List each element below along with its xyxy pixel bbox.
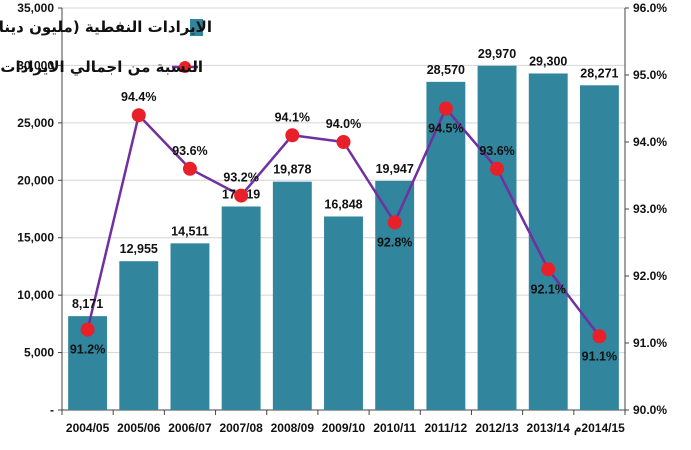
x-tick-label: 2007/08 [219,421,263,435]
legend-bar-swatch [190,19,203,36]
bar-data-label: 8,171 [72,297,103,311]
bar-data-label: 29,300 [529,54,567,68]
x-tick-label: 2013/14 [527,421,571,435]
bar-data-label: 12,955 [120,242,158,256]
right-tick-label: 93.0% [633,202,667,216]
bar-data-label: 14,511 [171,224,209,238]
bar [324,216,363,410]
line-marker [80,322,95,337]
left-tick-label: - [50,403,54,417]
left-tick-label: 20,000 [17,173,54,187]
legend-bar-label: الايرادات النفطية (مليون دينار) [0,18,212,36]
bar [272,181,312,410]
legend-line-label: النسبة من اجمالي الايرادات [0,58,203,76]
bar [477,65,517,411]
line-marker [387,215,402,230]
line-data-label: 93.6% [172,144,207,158]
line-marker [490,161,505,176]
bar-data-label: 28,570 [427,63,465,77]
line-marker [592,329,607,344]
bar-data-label: 19,947 [376,162,414,176]
line-data-label: 94.0% [326,117,361,131]
right-tick-label: 96.0% [633,1,667,15]
bar [375,180,415,410]
right-tick-label: 90.0% [633,403,667,417]
right-tick-label: 95.0% [633,68,667,82]
left-tick-label: 25,000 [17,116,54,130]
x-tick-label: 2009/10 [322,421,366,435]
x-tick-label: 2014/15م [574,421,625,436]
bar [119,261,159,410]
line-marker [541,262,556,277]
x-tick-label: 2004/05 [66,421,110,435]
x-tick-label: 2006/07 [168,421,212,435]
line-data-label: 92.8% [377,235,412,249]
legend-marker-swatch [179,61,191,73]
bar-data-label: 28,271 [580,66,618,80]
line-data-label: 92.1% [531,282,566,296]
bar [221,206,261,410]
right-tick-label: 94.0% [633,135,667,149]
line-marker [336,135,351,149]
line-data-label: 93.2% [223,171,258,185]
left-tick-label: 35,000 [17,1,54,15]
bar-data-label: 29,970 [478,47,516,61]
left-tick-label: 30,000 [17,58,54,72]
x-tick-label: 2010/11 [373,421,416,435]
line-marker [285,128,300,143]
line-marker [182,161,197,176]
left-tick-label: 10,000 [17,288,54,302]
line-data-label: 93.6% [479,144,514,158]
bar-data-label: 19,878 [273,163,311,177]
bar [170,243,210,410]
x-tick-label: 2011/12 [425,421,468,435]
line-data-label: 94.5% [428,122,463,136]
line-marker [234,188,249,203]
x-tick-label: 2012/13 [475,421,519,435]
left-tick-label: 15,000 [17,231,54,245]
line-marker [131,108,146,123]
x-tick-label: 2008/09 [271,421,315,435]
line-data-label: 91.2% [70,343,105,357]
right-tick-label: 92.0% [633,269,667,283]
line-data-label: 94.1% [275,110,310,124]
line-marker [438,101,453,116]
bar-data-label: 16,848 [324,197,362,211]
line-data-label: 94.4% [121,90,156,104]
bar [579,85,619,411]
right-tick-label: 91.0% [633,336,667,350]
line-data-label: 91.1% [582,349,617,363]
x-tick-label: 2005/06 [117,421,161,435]
left-tick-label: 5,000 [24,346,54,360]
